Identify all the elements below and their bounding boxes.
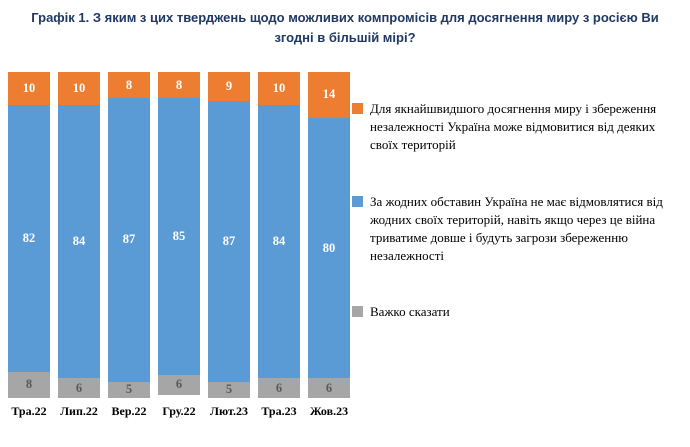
bar-value-label: 87 — [222, 233, 236, 248]
bar-value-label: 14 — [322, 87, 336, 102]
bar-segment: 6 — [308, 378, 350, 398]
bar-segment: 5 — [108, 381, 150, 398]
x-axis-label: Тра.22 — [11, 404, 47, 418]
bar-value-label: 84 — [72, 234, 86, 248]
bar-segment: 87 — [208, 101, 250, 382]
bar-column: 10 82 8 — [8, 72, 50, 398]
bar-segment: 5 — [208, 381, 250, 399]
bar-segment: 8 — [8, 371, 50, 398]
bar-value-label: 80 — [322, 240, 336, 255]
bar-segment: 84 — [258, 104, 300, 379]
bar-value-label: 8 — [125, 77, 133, 92]
legend-label: За жодних обставин Україна не має відмов… — [370, 193, 663, 264]
bar-value-label: 5 — [225, 382, 233, 397]
bar-segment: 80 — [308, 117, 350, 379]
bar-value-label: 6 — [275, 380, 283, 395]
bar-column: 14 80 6 — [308, 72, 350, 398]
legend: Для якнайшвидшого досягнення миру і збер… — [352, 100, 686, 322]
bar-segment: 85 — [158, 98, 200, 376]
bar-value-label: 82 — [22, 230, 36, 245]
bar-value-label: 9 — [225, 79, 233, 94]
bar-segment: 10 — [58, 72, 100, 105]
bar-value-label: 87 — [122, 232, 136, 247]
x-axis-label: Жов.23 — [309, 404, 349, 418]
bar-segment: 14 — [308, 72, 350, 118]
bar-segment: 6 — [258, 378, 300, 398]
bar-column: 10 84 6 — [58, 72, 100, 398]
bar-segment: 10 — [258, 72, 300, 105]
bar-value-label: 6 — [175, 377, 183, 392]
x-axis-label: Лют.23 — [210, 404, 248, 418]
bar-value-label: 10 — [272, 80, 286, 95]
legend-item: Важко сказати — [352, 303, 686, 321]
bar-segment: 8 — [158, 72, 200, 99]
bar-value-label: 10 — [22, 80, 36, 95]
x-axis-label: Лип.22 — [60, 404, 98, 418]
chart-title: Графік 1. З яким з цих тверджень щодо мо… — [31, 10, 659, 45]
bar-value-label: 6 — [75, 380, 83, 395]
bar-value-label: 8 — [175, 77, 183, 92]
bar-segment: 9 — [208, 72, 250, 102]
bar-value-label: 85 — [172, 229, 186, 244]
bar-column: 10 84 6 — [258, 72, 300, 398]
bar-segment: 87 — [108, 98, 150, 382]
bar-segment: 6 — [158, 375, 200, 395]
legend-label: Для якнайшвидшого досягнення миру і збер… — [370, 101, 657, 153]
x-axis-labels: Тра.22 Лип.22 Вер.22 Гру.22 Лют.23 Тра.23 Жов.… — [8, 404, 350, 419]
x-axis-label: Гру.22 — [162, 404, 196, 418]
bar-segment: 84 — [58, 104, 100, 379]
bar-segment: 6 — [58, 378, 100, 398]
plot-area: 10 82 8 10 84 6 8 87 5 8 85 6 9 87 5 10 84 6 14 80 6 — [8, 72, 350, 399]
legend-item: За жодних обставин Україна не має відмов… — [352, 193, 686, 266]
bar-column: 9 87 5 — [208, 72, 250, 399]
legend-swatch-gray-icon — [352, 306, 363, 318]
bar-value-label: 6 — [325, 380, 333, 395]
bar-value-label: 84 — [272, 234, 286, 248]
bar-column: 8 87 5 — [108, 72, 150, 398]
bar-value-label: 5 — [125, 382, 133, 397]
bar-column: 8 85 6 — [158, 72, 200, 398]
legend-swatch-orange-icon — [352, 103, 363, 114]
bar-segment: 8 — [108, 72, 150, 99]
legend-item: Для якнайшвидшого досягнення миру і збер… — [352, 100, 686, 155]
x-axis-label: Тра.23 — [261, 404, 297, 418]
bar-segment: 10 — [8, 72, 50, 105]
legend-label: Важко сказати — [370, 304, 450, 320]
x-axis-label: Вер.22 — [111, 404, 147, 418]
bar-value-label: 8 — [25, 377, 33, 392]
bar-value-label: 10 — [72, 80, 86, 95]
bar-segment: 82 — [8, 104, 50, 372]
bars: 10 82 8 10 84 6 8 87 5 8 85 6 9 87 5 10 84 6 14 80 6 — [8, 72, 350, 399]
legend-swatch-blue-icon — [352, 195, 363, 207]
